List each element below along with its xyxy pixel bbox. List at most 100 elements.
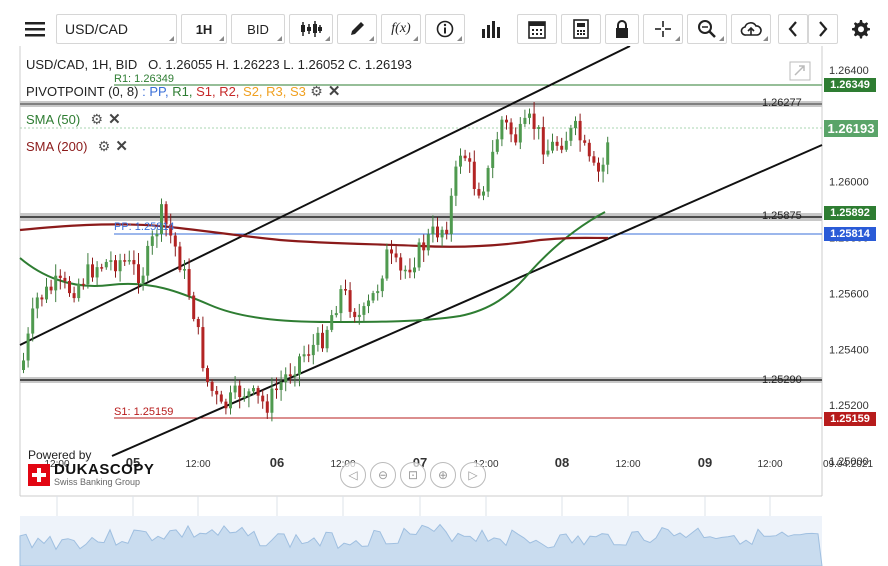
cloud-upload-icon <box>740 22 762 36</box>
candle-body <box>431 226 435 235</box>
candle-body <box>592 156 596 163</box>
ohlc-header: USD/CAD, 1H, BID O. 1.26055 H. 1.26223 L… <box>26 57 412 72</box>
pivot-level-s2: S2, <box>243 84 267 99</box>
sma200-settings-icon[interactable]: ⚙ <box>97 138 111 154</box>
pivot-level-s3: S3 <box>290 84 306 99</box>
time-axis-label: 12:00 <box>757 459 782 470</box>
candle-body <box>477 188 481 196</box>
s1-badge: 1.25159 <box>824 412 876 426</box>
reset-zoom-button[interactable]: ⊡ <box>400 462 426 488</box>
scroll-left-button[interactable]: ◁ <box>340 462 366 488</box>
candle-body <box>500 119 504 140</box>
sma50-settings-icon[interactable]: ⚙ <box>90 111 104 127</box>
candle-body <box>353 311 357 318</box>
candle-body <box>252 388 255 392</box>
timeframe-select[interactable]: 1H <box>181 14 227 44</box>
next-button[interactable] <box>808 14 838 44</box>
candle-body <box>95 267 99 278</box>
candle-body <box>35 297 39 309</box>
candle-body <box>551 141 554 151</box>
sma50-close-icon[interactable]: ✕ <box>108 111 121 128</box>
candle-body <box>210 381 214 391</box>
time-axis-label: 12:00 <box>185 459 210 470</box>
navigator-area[interactable] <box>19 523 823 566</box>
side-select[interactable]: BID <box>231 14 285 44</box>
candle-body <box>459 155 462 167</box>
menu-button[interactable] <box>18 14 52 44</box>
candle-body <box>339 289 343 314</box>
lock-button[interactable] <box>605 14 639 44</box>
candle-body <box>160 204 163 235</box>
candle-body <box>123 260 127 262</box>
level-label-2: 1.25875 <box>762 210 802 222</box>
candle-body <box>574 120 577 129</box>
pivot-levels: PP, R1, S1, R2, S2, R3, S3 <box>149 84 306 99</box>
candle-body <box>72 293 76 299</box>
indicators-button[interactable]: f(x) <box>381 14 421 44</box>
candle-body <box>275 388 278 391</box>
zoom-out-button[interactable]: ⊖ <box>370 462 396 488</box>
price-chart[interactable]: 1.264001.262001.260001.258001.256001.254… <box>0 46 888 566</box>
candle-body <box>472 161 476 189</box>
candle-body <box>45 286 48 300</box>
pivot-close-icon[interactable]: ✕ <box>327 83 341 100</box>
settings-button[interactable] <box>846 14 874 44</box>
candle-body <box>578 120 582 141</box>
price-tick-label: 1.26000 <box>829 177 869 189</box>
zoom-in-button[interactable]: ⊕ <box>430 462 456 488</box>
candle-body <box>183 269 186 271</box>
sma200-close-icon[interactable]: ✕ <box>115 138 128 155</box>
candle-body <box>187 269 191 296</box>
candle-body <box>173 235 177 247</box>
candle-body <box>495 139 499 152</box>
candle-body <box>256 388 260 396</box>
candle-body <box>26 333 30 361</box>
pivot-level-r2: R2, <box>219 84 244 99</box>
brand-name: DUKASCOPY <box>54 461 155 478</box>
candle-body <box>445 229 449 235</box>
candle-body <box>560 145 564 150</box>
candle-body <box>114 260 117 272</box>
zoom-out-icon: ⊖ <box>377 468 389 482</box>
zoom-button[interactable] <box>687 14 727 44</box>
sma200-line <box>19 223 609 248</box>
candle-body <box>77 283 81 299</box>
price-tick-label: 1.25000 <box>829 456 869 468</box>
info-button[interactable] <box>425 14 465 44</box>
calculator-button[interactable] <box>561 14 601 44</box>
chart-type-button[interactable] <box>289 14 333 44</box>
candle-body <box>601 164 605 172</box>
candle-body <box>109 260 113 262</box>
r1-label: R1: 1.26349 <box>114 73 174 85</box>
symbol-select[interactable]: USD/CAD <box>56 14 177 44</box>
scroll-right-button[interactable]: ▷ <box>460 462 486 488</box>
candle-body <box>440 229 444 238</box>
crosshair-button[interactable] <box>643 14 683 44</box>
candle-body <box>505 119 508 123</box>
sma50-line <box>19 211 606 324</box>
candle-body <box>104 261 108 268</box>
candle-body <box>436 226 439 238</box>
candle-body <box>307 354 311 356</box>
cloud-save-button[interactable] <box>731 14 771 44</box>
pivot-level-s1: S1, <box>196 84 220 99</box>
candle-body <box>463 155 467 159</box>
candle-body <box>31 308 35 334</box>
volume-button[interactable] <box>469 14 513 44</box>
pivot-settings-icon[interactable]: ⚙ <box>310 83 323 99</box>
candle-body <box>233 385 237 393</box>
candle-body <box>449 195 453 235</box>
candle-body <box>486 167 490 192</box>
pivot-level-pp: PP, <box>149 84 173 99</box>
candle-body <box>330 315 334 330</box>
candle-body <box>546 150 550 155</box>
sma50-legend: SMA (50) ⚙ ✕ <box>26 110 121 128</box>
draw-tool-button[interactable] <box>337 14 377 44</box>
hamburger-icon <box>25 22 45 37</box>
price-tick-label: 1.25200 <box>829 400 869 412</box>
prev-button[interactable] <box>778 14 808 44</box>
expand-icon[interactable] <box>789 61 811 81</box>
candle-body <box>86 264 90 285</box>
calendar-button[interactable] <box>517 14 557 44</box>
